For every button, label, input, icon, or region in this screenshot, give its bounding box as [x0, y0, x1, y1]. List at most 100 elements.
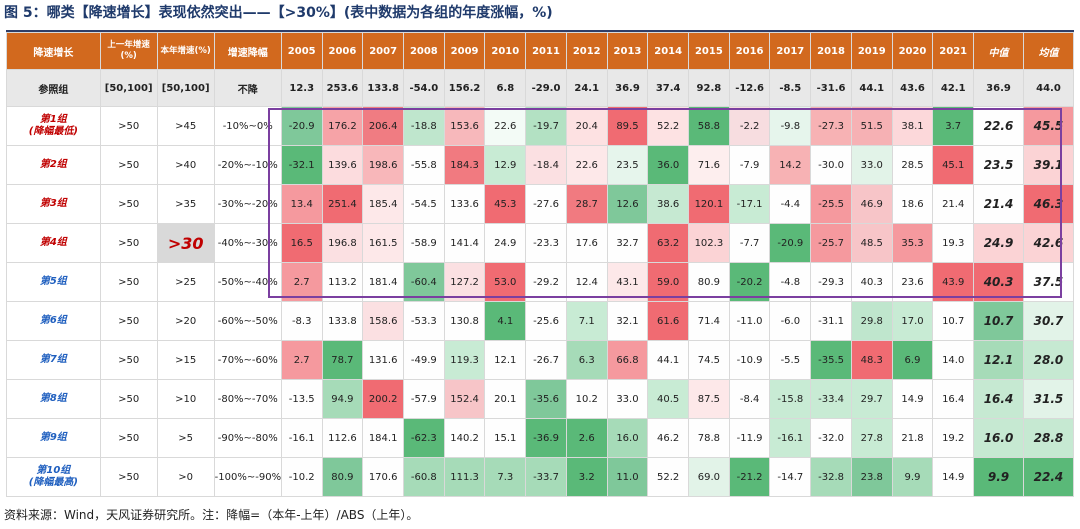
prev-growth-cell: >50	[99, 145, 158, 185]
year-value-cell: 152.4	[443, 379, 486, 419]
median-cell: 22.6	[973, 106, 1024, 146]
year-value-cell: 21.8	[891, 418, 934, 458]
year-value-cell: 17.0	[891, 301, 934, 341]
year-value-cell: 52.2	[647, 106, 690, 146]
group-name-cell: 第1组 (降幅最低)	[6, 106, 101, 146]
year-value-cell: 7.3	[484, 457, 527, 497]
year-value-cell: 6.3	[565, 340, 608, 380]
year-value-cell: 40.3	[850, 262, 893, 302]
year-value-cell: 184.1	[362, 418, 404, 458]
year-value-cell: 78.8	[688, 418, 730, 458]
median-cell: 36.9	[973, 69, 1024, 107]
year-value-cell: 45.3	[484, 184, 527, 224]
year-value-cell: 206.4	[362, 106, 404, 146]
prev-growth-cell: >50	[99, 223, 158, 263]
median-cell: 16.4	[973, 379, 1024, 419]
header-cell: 上一年增速(%)	[99, 32, 158, 70]
year-value-cell: -29.3	[810, 262, 852, 302]
year-value-cell: -29.0	[525, 69, 567, 107]
year-value-cell: 253.6	[321, 69, 364, 107]
group-name: 第9组	[39, 432, 67, 443]
drop-range-cell: -20%~-10%	[213, 145, 282, 185]
year-value-cell: -4.4	[769, 184, 812, 224]
year-value-cell: 32.1	[606, 301, 649, 341]
group-subtitle: (降幅最高)	[28, 477, 78, 488]
mean-cell: 46.3	[1022, 184, 1075, 224]
year-value-cell: 74.5	[688, 340, 730, 380]
year-value-cell: 23.6	[891, 262, 934, 302]
year-value-cell: 198.6	[362, 145, 404, 185]
median-cell: 12.1	[973, 340, 1024, 380]
header-cell: 2016	[728, 32, 771, 70]
cur-growth-cell: >45	[156, 106, 215, 146]
drop-range-cell: -80%~-70%	[213, 379, 282, 419]
year-value-cell: 113.2	[321, 262, 364, 302]
year-value-cell: -10.9	[728, 340, 771, 380]
year-value-cell: 102.3	[688, 223, 730, 263]
header-cell: 2014	[647, 32, 690, 70]
year-value-cell: 12.9	[484, 145, 527, 185]
year-value-cell: -13.5	[280, 379, 323, 419]
year-value-cell: 176.2	[321, 106, 364, 146]
header-cell: 2005	[280, 32, 323, 70]
year-value-cell: 6.9	[891, 340, 934, 380]
table-row: 第10组 (降幅最高) >50 >0 -100%~-90% -10.2 80.9 170.6-…	[6, 457, 1075, 497]
table-body: 参照组 [50,100] [50,100] 不降 12.3 253.6 133.8 -54.0…	[6, 69, 1075, 497]
year-value-cell: 21.4	[932, 184, 975, 224]
year-value-cell: -8.5	[769, 69, 812, 107]
year-value-cell: -4.8	[769, 262, 812, 302]
header-cell: 2007	[362, 32, 404, 70]
header-cell: 2010	[484, 32, 527, 70]
prev-growth-cell: >50	[99, 106, 158, 146]
year-value-cell: 14.9	[891, 379, 934, 419]
group-name: 第7组	[39, 354, 67, 365]
year-value-cell: 251.4	[321, 184, 364, 224]
group-name-cell: 第3组	[6, 184, 101, 224]
table-row: 第6组 >50 >20 -60%~-50% -8.3 133.8 158.6 -53.3 130…	[6, 301, 1075, 341]
year-value-cell: -60.8	[403, 457, 445, 497]
year-value-cell: 36.9	[606, 69, 649, 107]
year-value-cell: -8.4	[728, 379, 771, 419]
year-value-cell: 32.7	[606, 223, 649, 263]
group-subtitle: (降幅最低)	[28, 126, 78, 137]
year-value-cell: 58.8	[688, 106, 730, 146]
year-value-cell: 133.8	[321, 301, 364, 341]
year-value-cell: -36.9	[525, 418, 567, 458]
year-value-cell: 200.2	[362, 379, 404, 419]
year-value-cell: 6.8	[484, 69, 527, 107]
year-value-cell: -55.8	[403, 145, 445, 185]
year-value-cell: -23.3	[525, 223, 567, 263]
table-row: 第8组 >50 >10 -80%~-70% -13.5 94.9 200.2 -57.9 152…	[6, 379, 1075, 419]
year-value-cell: -16.1	[769, 418, 812, 458]
header-cell: 2015	[688, 32, 730, 70]
year-value-cell: 185.4	[362, 184, 404, 224]
year-value-cell: 16.5	[280, 223, 323, 263]
year-value-cell: 2.7	[280, 262, 323, 302]
year-value-cell: -35.5	[810, 340, 852, 380]
cur-growth-cell: >25	[156, 262, 215, 302]
group-name: 第1组	[39, 114, 67, 125]
year-value-cell: -32.8	[810, 457, 852, 497]
year-value-cell: 13.4	[280, 184, 323, 224]
figure-title: 图 5：哪类【降速增长】表现依然突出——【>30%】(表中数据为各组的年度涨幅，…	[4, 5, 553, 21]
year-value-cell: 18.6	[891, 184, 934, 224]
drop-range-cell: -60%~-50%	[213, 301, 282, 341]
year-value-cell: 196.8	[321, 223, 364, 263]
table-row: 第5组 >50 >25 -50%~-40% 2.7 113.2 181.4 -60.4 127.…	[6, 262, 1075, 302]
year-value-cell: -20.9	[280, 106, 323, 146]
year-value-cell: 15.1	[484, 418, 527, 458]
year-value-cell: 42.1	[932, 69, 975, 107]
year-value-cell: 35.3	[891, 223, 934, 263]
year-value-cell: -21.2	[728, 457, 771, 497]
year-value-cell: 3.7	[932, 106, 975, 146]
header-cell: 均值	[1022, 32, 1075, 70]
year-value-cell: 2.6	[565, 418, 608, 458]
year-value-cell: -15.8	[769, 379, 812, 419]
year-value-cell: 78.7	[321, 340, 364, 380]
year-value-cell: -18.8	[403, 106, 445, 146]
header-cell: 降速增长	[6, 32, 101, 70]
year-value-cell: 43.9	[932, 262, 975, 302]
year-value-cell: 11.0	[606, 457, 649, 497]
median-cell: 21.4	[973, 184, 1024, 224]
year-value-cell: -29.2	[525, 262, 567, 302]
